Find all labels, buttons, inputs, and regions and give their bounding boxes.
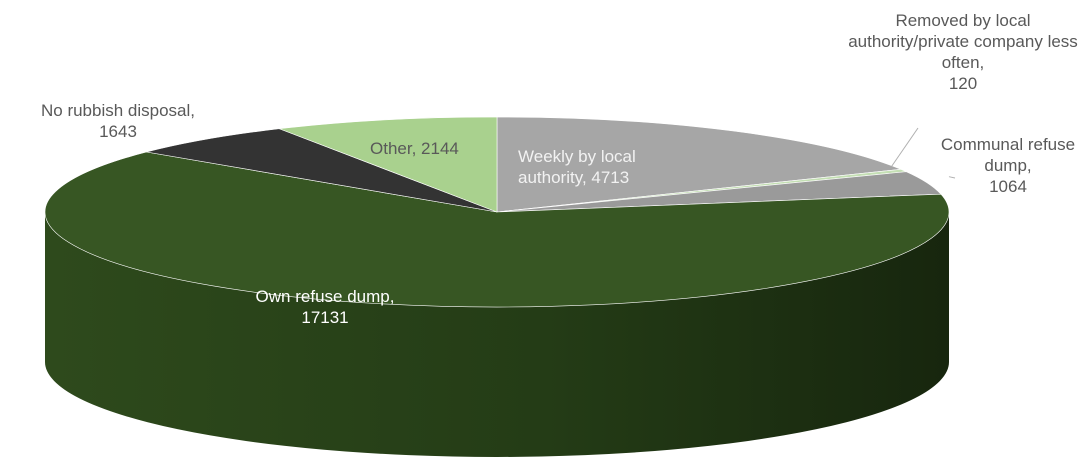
data-label-weekly-by-local-authority: Weekly by local authority, 4713 <box>518 146 636 188</box>
label-name: Removed by local authority/private compa… <box>848 11 1078 72</box>
label-value: 17131 <box>301 308 349 327</box>
data-label-communal-refuse-dump: Communal refuse dump, 1064 <box>932 134 1084 197</box>
label-name: Communal refuse dump, <box>940 135 1076 175</box>
label-name: Other, <box>370 139 417 158</box>
pie-side-3 <box>45 212 949 457</box>
label-value: 120 <box>948 74 978 93</box>
data-label-other: Other, 2144 <box>370 138 459 159</box>
label-name: No rubbish disposal, <box>40 101 196 120</box>
label-value: 1643 <box>99 122 137 141</box>
pie-slice-own-refuse-dump <box>44 151 950 308</box>
data-label-removed-less-often-full: Removed by local authority/private compa… <box>842 10 1084 94</box>
pie-slice-weekly-by-local-authority <box>496 116 901 213</box>
label-value: 1064 <box>989 177 1027 196</box>
label-name: Weekly by local <box>518 147 636 166</box>
pie-slice-no-rubbish-disposal <box>146 128 498 213</box>
leader-line-communal-refuse-dump <box>948 176 956 179</box>
label-name: Own refuse dump, <box>255 287 395 306</box>
pie-slice-other <box>279 116 498 213</box>
leader-line-removed-less-often <box>891 127 919 167</box>
data-label-own-refuse-dump: Own refuse dump, 17131 <box>210 286 440 328</box>
label-value: authority, 4713 <box>518 168 630 187</box>
label-value: 2144 <box>421 139 459 158</box>
data-label-no-rubbish-disposal: No rubbish disposal, 1643 <box>0 100 236 142</box>
